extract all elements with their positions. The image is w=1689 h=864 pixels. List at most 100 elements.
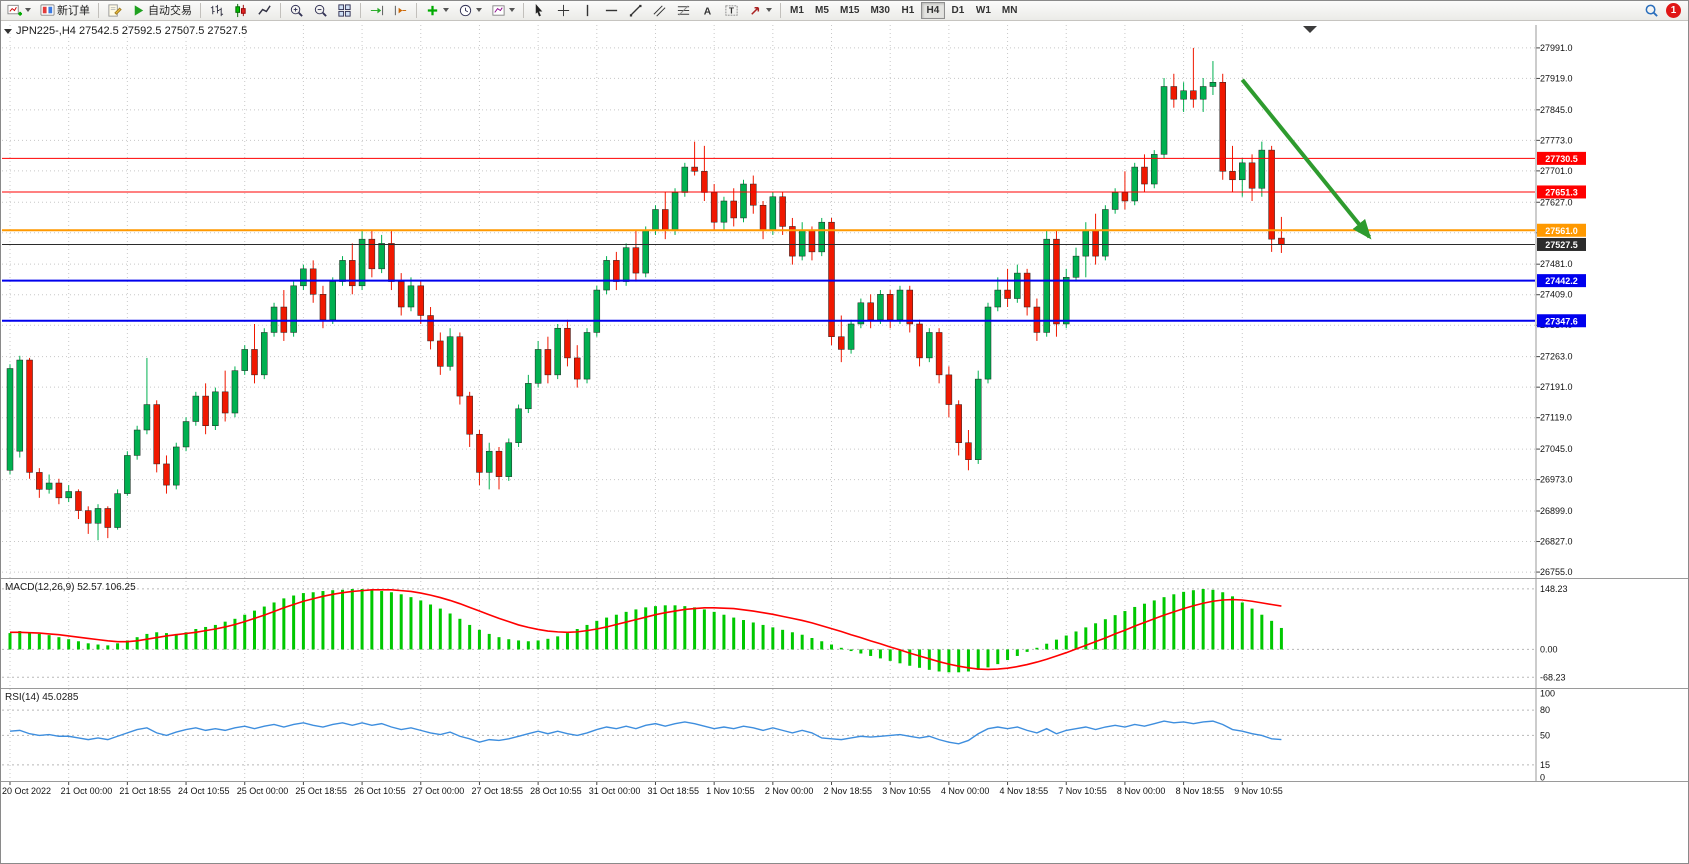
- candle-body: [886, 294, 894, 320]
- chart-shift-button[interactable]: [389, 1, 412, 20]
- timeframe-m30-button[interactable]: M30: [865, 2, 894, 19]
- candle-body: [1072, 255, 1080, 278]
- candle-body: [818, 221, 825, 253]
- timeframe-w1-button[interactable]: W1: [971, 2, 996, 19]
- candle-body: [476, 433, 483, 473]
- candle-body: [231, 370, 239, 414]
- price-tick-label: 27919.0: [1540, 73, 1573, 83]
- candle-body: [652, 209, 659, 231]
- indicators-button[interactable]: [421, 1, 453, 20]
- periods-button[interactable]: [454, 1, 486, 20]
- horizontal-line-tool-button[interactable]: [600, 1, 623, 20]
- candle-body: [935, 332, 943, 376]
- candle-body: [495, 450, 503, 477]
- text-tool-button[interactable]: A: [696, 1, 719, 20]
- candle-body: [544, 349, 552, 376]
- chart-shift-marker[interactable]: [1303, 26, 1317, 33]
- notification-badge[interactable]: 1: [1666, 2, 1681, 18]
- crosshair-tool-button[interactable]: [552, 1, 575, 20]
- candle-body: [339, 260, 346, 282]
- candle-body: [828, 221, 835, 337]
- timeframe-m15-button[interactable]: M15: [835, 2, 864, 19]
- line-chart-button[interactable]: [253, 1, 276, 20]
- new-chart-button[interactable]: [3, 1, 35, 20]
- candle-body: [847, 323, 855, 350]
- timeframe-m1-button[interactable]: M1: [785, 2, 809, 19]
- timeframe-mn-button[interactable]: MN: [997, 2, 1023, 19]
- timeframe-h1-button[interactable]: H1: [896, 2, 920, 19]
- price-axis[interactable]: [1537, 25, 1689, 780]
- new-order-label: 新订单: [57, 5, 90, 17]
- toolbar-separator: [416, 2, 417, 18]
- trendline-tool-button[interactable]: [624, 1, 647, 20]
- candle-body: [1160, 86, 1168, 155]
- timeframe-m5-button[interactable]: M5: [810, 2, 834, 19]
- templates-button[interactable]: [487, 1, 519, 20]
- tile-windows-button[interactable]: [333, 1, 356, 20]
- zoom-out-button[interactable]: [309, 1, 332, 20]
- symbol-dropdown-icon[interactable]: [4, 28, 12, 34]
- candle-body: [6, 368, 14, 471]
- candle-body: [133, 429, 141, 456]
- candle-body: [427, 315, 434, 342]
- candle-body: [622, 247, 630, 282]
- arrow-tool-icon: [751, 6, 760, 15]
- candle-body: [1043, 238, 1050, 333]
- auto-trading-button[interactable]: 自动交易: [127, 1, 196, 20]
- timeframe-d1-button[interactable]: D1: [946, 2, 970, 19]
- chart-shift-icon: [394, 5, 407, 15]
- macd-tick-label: -68.23: [1540, 672, 1566, 682]
- text-label-icon-glyph: T: [729, 5, 735, 15]
- vertical-line-tool-button[interactable]: [576, 1, 599, 20]
- metaeditor-button[interactable]: [103, 1, 126, 20]
- candle-body: [192, 395, 200, 422]
- toolbar-separator: [523, 2, 524, 18]
- timeframe-h4-button[interactable]: H4: [920, 1, 945, 19]
- candlestick-chart-button[interactable]: [229, 1, 252, 20]
- candle-body: [1092, 230, 1099, 257]
- candle-body: [1111, 192, 1119, 210]
- channel-tool-button[interactable]: [648, 1, 671, 20]
- new-order-button[interactable]: 新订单: [36, 1, 94, 20]
- macd-signal-line: [10, 589, 1282, 671]
- candle-body: [593, 289, 601, 333]
- toolbar-separator: [280, 2, 281, 18]
- candle-body: [1082, 230, 1090, 257]
- price-tick-label: 27045.0: [1540, 444, 1573, 454]
- candle-body: [1190, 90, 1197, 100]
- candle-body: [984, 306, 992, 380]
- macd-label: MACD(12,26,9) 52.57 106.25: [5, 582, 136, 593]
- trend-arrow[interactable]: [1240, 78, 1372, 240]
- time-axis-label: 2 Nov 18:55: [824, 786, 873, 796]
- tile-windows-icon: [338, 3, 351, 17]
- zoom-in-button[interactable]: [285, 1, 308, 20]
- time-axis-label: 20 Oct 2022: [2, 786, 51, 796]
- arrows-tool-button[interactable]: [744, 1, 776, 20]
- price-tick-label: 27845.0: [1540, 105, 1573, 115]
- text-label-tool-button[interactable]: T: [720, 1, 743, 20]
- search-button[interactable]: [1640, 1, 1663, 20]
- candle-body: [55, 482, 63, 499]
- rsi-label: RSI(14) 45.0285: [5, 692, 79, 703]
- auto-scroll-button[interactable]: [365, 1, 388, 20]
- auto-scroll-icon: [370, 5, 384, 15]
- rsi-tick-label: 0: [1540, 772, 1545, 782]
- price-tick-label: 27991.0: [1540, 43, 1573, 53]
- bar-chart-button[interactable]: [205, 1, 228, 20]
- price-tick-label: 27627.0: [1540, 197, 1573, 207]
- candle-body: [319, 294, 327, 320]
- candle-body: [16, 359, 24, 452]
- candle-body: [877, 294, 884, 320]
- time-axis[interactable]: [0, 782, 1535, 800]
- candle-body: [241, 349, 248, 371]
- fibonacci-tool-button[interactable]: [672, 1, 695, 20]
- text-icon-glyph: A: [704, 6, 712, 17]
- candle-body: [270, 306, 278, 333]
- time-axis-label: 21 Oct 18:55: [119, 786, 171, 796]
- rsi-tick-label: 15: [1540, 760, 1550, 770]
- candle-body: [300, 268, 307, 287]
- caret-down-icon: [766, 8, 772, 12]
- cursor-tool-button[interactable]: [528, 1, 551, 20]
- search-icon: [1645, 4, 1658, 17]
